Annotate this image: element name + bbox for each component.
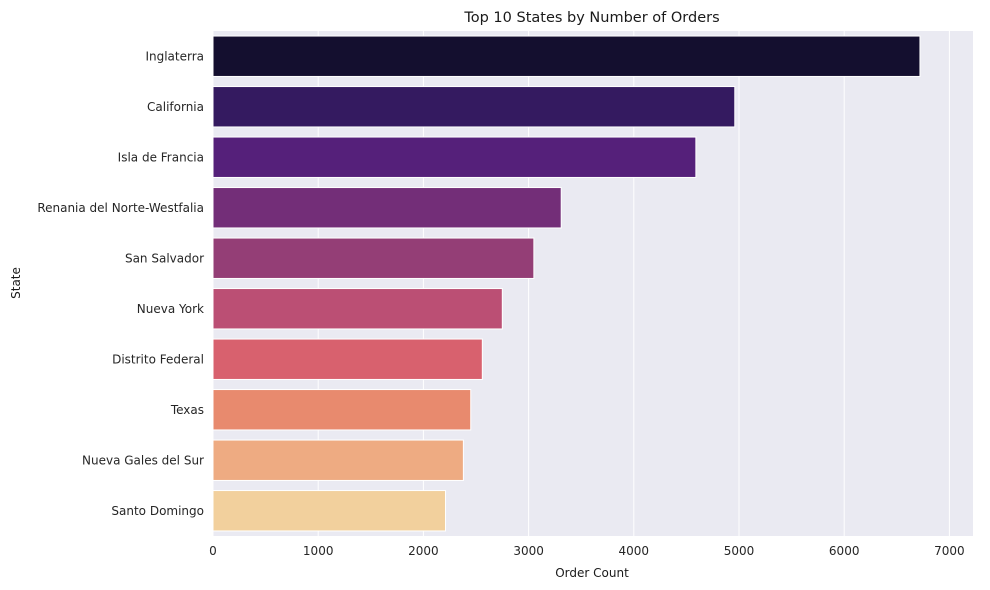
bar [212, 86, 736, 128]
bars [212, 35, 921, 532]
x-axis-label: Order Count [555, 566, 629, 580]
x-tick-label: 3000 [513, 544, 544, 558]
x-tick-labels: 0 1000 2000 3000 4000 5000 6000 7000 [209, 544, 964, 558]
y-tick-label: Isla de Francia [118, 150, 204, 164]
x-tick-label: 6000 [829, 544, 860, 558]
y-tick-label: Distrito Federal [112, 352, 204, 366]
y-tick-label: Texas [170, 403, 204, 417]
y-tick-label: California [147, 100, 204, 114]
y-tick-label: Nueva Gales del Sur [82, 453, 204, 467]
x-tick-label: 4000 [619, 544, 650, 558]
y-tick-label: Inglaterra [145, 49, 204, 63]
x-tick-label: 5000 [724, 544, 755, 558]
x-tick-label: 1000 [303, 544, 334, 558]
y-tick-label: San Salvador [125, 251, 204, 265]
chart-title: Top 10 States by Number of Orders [463, 10, 719, 26]
bar [212, 338, 483, 380]
bar [212, 288, 503, 330]
bar [212, 35, 921, 77]
x-tick-label: 2000 [408, 544, 439, 558]
bar [212, 439, 464, 481]
bar [212, 490, 446, 532]
bar [212, 187, 562, 229]
bar [212, 237, 535, 279]
x-tick-label: 0 [209, 544, 217, 558]
y-tick-label: Nueva York [137, 302, 204, 316]
y-tick-label: Santo Domingo [111, 504, 204, 518]
bar [212, 136, 697, 178]
x-tick-label: 7000 [934, 544, 965, 558]
y-tick-labels: Inglaterra California Isla de Francia Renan… [37, 49, 204, 518]
bar [212, 389, 472, 431]
y-tick-label: Renania del Norte-Westfalia [37, 201, 204, 215]
y-axis-label: State [9, 267, 23, 299]
